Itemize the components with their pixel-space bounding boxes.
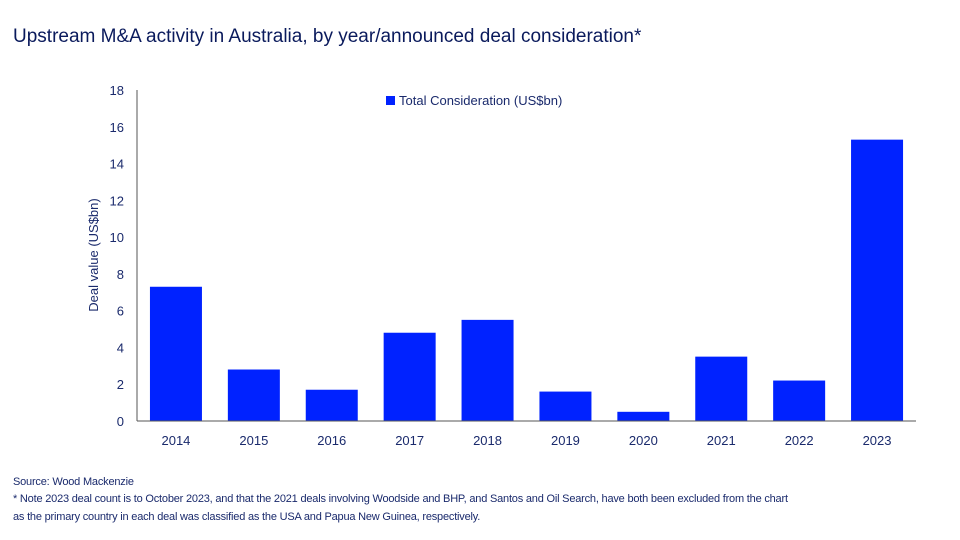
bar-2023: [851, 139, 904, 421]
bar-2015: [227, 369, 280, 421]
x-tick-label: 2016: [317, 433, 346, 448]
x-tick-label: 2018: [473, 433, 502, 448]
x-tick-label: 2021: [707, 433, 736, 448]
x-tick-label: 2020: [629, 433, 658, 448]
legend: Total Consideration (US$bn): [386, 93, 562, 108]
y-tick-label: 0: [117, 414, 124, 429]
y-axis-label: Deal value (US$bn): [86, 198, 101, 311]
x-tick-label: 2014: [161, 433, 190, 448]
bar-2016: [305, 389, 358, 421]
footnote-line-1: * Note 2023 deal count is to October 202…: [13, 493, 788, 505]
y-tick-label: 8: [117, 267, 124, 282]
footnote-line-2: as the primary country in each deal was …: [13, 511, 481, 523]
legend-label: Total Consideration (US$bn): [399, 93, 562, 108]
x-tick-label: 2023: [863, 433, 892, 448]
source-note: Source: Wood Mackenzie: [13, 476, 134, 488]
y-tick-label: 2: [117, 377, 124, 392]
bar-2022: [773, 380, 826, 421]
y-tick-label: 4: [117, 340, 124, 355]
bar-2014: [149, 286, 202, 421]
y-tick-label: 6: [117, 304, 124, 319]
x-tick-label: 2019: [551, 433, 580, 448]
bar-2021: [695, 356, 748, 421]
x-tick-label: 2017: [395, 433, 424, 448]
bar-2017: [383, 332, 436, 421]
legend-swatch: [386, 96, 395, 105]
x-tick-label: 2015: [239, 433, 268, 448]
y-tick-label: 16: [110, 120, 124, 135]
bar-2020: [617, 411, 670, 421]
y-tick-label: 12: [110, 193, 124, 208]
y-tick-label: 10: [110, 230, 124, 245]
x-tick-label: 2022: [785, 433, 814, 448]
bar-2018: [461, 319, 514, 421]
y-tick-label: 18: [110, 83, 124, 98]
bar-2019: [539, 391, 592, 421]
y-tick-label: 14: [110, 157, 124, 172]
chart-title: Upstream M&A activity in Australia, by y…: [13, 26, 642, 47]
